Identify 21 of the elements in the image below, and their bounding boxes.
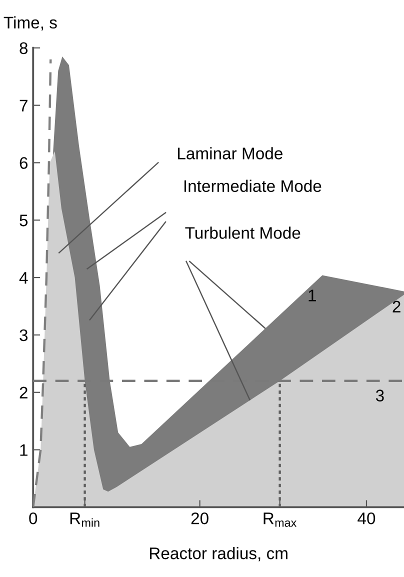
x-tick-label: 40 [358,512,376,524]
series-label: 1 [308,290,316,302]
annotation: Turbulent Mode [185,226,300,239]
x-tick-label: R$_{max}$ [264,512,297,527]
annotation: Laminar Mode [178,147,282,160]
y-tick-label: 6 [20,157,28,169]
y-tick-label: 8 [20,42,28,54]
series-label: 2 [392,300,400,312]
x-axis-title: Reactor radius, cm [150,547,288,562]
series-label: 3 [376,390,384,402]
y-axis-title: Time, s [4,16,57,30]
y-tick-label: 1 [20,444,28,456]
annotation: Intermediate Mode [184,180,322,192]
x-tick-label: 0 [29,512,38,524]
y-tick-label: 7 [20,100,28,112]
y-tick-label: 4 [19,272,28,284]
y-tick-label: 2 [20,386,28,398]
x-tick-label: R$_{min}$ [70,512,100,527]
y-tick-label: 3 [20,329,28,342]
x-tick-label: 20 [191,512,208,524]
y-tick-label: 5 [20,214,28,226]
